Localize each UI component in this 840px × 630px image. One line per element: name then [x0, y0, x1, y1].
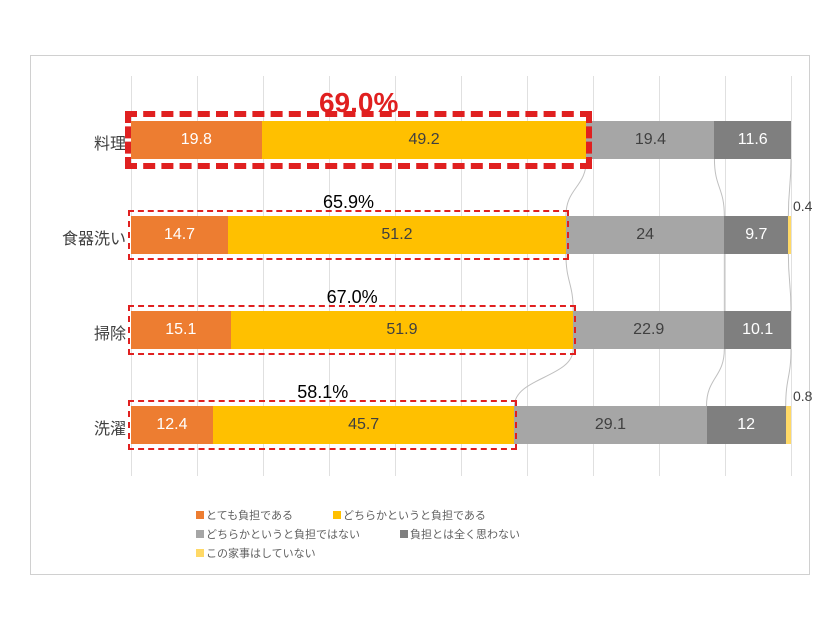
bar-segment: 45.7 [213, 406, 515, 444]
gridline [791, 76, 792, 476]
legend-item: 負担とは全く思わない [400, 526, 520, 542]
chart-area: 19.849.219.411.669.0%14.751.2249.765.9%0… [46, 76, 794, 496]
legend-item: とても負担である [196, 507, 293, 523]
legend-swatch [196, 511, 204, 519]
sum-label: 58.1% [297, 382, 348, 403]
sum-label: 69.0% [319, 87, 398, 119]
bar-segment: 29.1 [514, 406, 706, 444]
sum-label: 67.0% [327, 287, 378, 308]
outside-value-label: 0.8 [793, 388, 812, 404]
bar-segment: 22.9 [573, 311, 724, 349]
bar-segment: 11.6 [714, 121, 791, 159]
bar-segment: 14.7 [131, 216, 228, 254]
legend-label: とても負担である [206, 507, 293, 523]
legend-swatch [196, 549, 204, 557]
legend-swatch [333, 511, 341, 519]
bar-segment [788, 216, 791, 254]
bar-segment: 12.4 [131, 406, 213, 444]
legend-item: どちらかというと負担である [333, 507, 486, 523]
legend-label: 負担とは全く思わない [410, 526, 520, 542]
bar-segment: 19.4 [586, 121, 714, 159]
legend: とても負担である どちらかというと負担であるどちらかというと負担ではない 負担とは全… [196, 507, 736, 564]
legend-swatch [400, 530, 408, 538]
category-label: 食器洗い [46, 225, 126, 249]
bar-row: 15.151.922.910.167.0% [131, 311, 789, 349]
chart-container: 19.849.219.411.669.0%14.751.2249.765.9%0… [30, 55, 810, 575]
bar-segment: 49.2 [262, 121, 587, 159]
bar-segment: 12 [707, 406, 786, 444]
bar-row: 14.751.2249.765.9%0.4 [131, 216, 789, 254]
outside-value-label: 0.4 [793, 198, 812, 214]
legend-label: どちらかというと負担である [343, 507, 486, 523]
category-label: 掃除 [46, 320, 126, 344]
legend-label: この家事はしていない [206, 545, 316, 561]
bar-segment: 19.8 [131, 121, 262, 159]
bar-segment: 9.7 [724, 216, 788, 254]
legend-swatch [196, 530, 204, 538]
bar-segment: 51.9 [231, 311, 574, 349]
legend-item: どちらかというと負担ではない [196, 526, 360, 542]
legend-label: どちらかというと負担ではない [206, 526, 360, 542]
bar-segment: 15.1 [131, 311, 231, 349]
plot-area: 19.849.219.411.669.0%14.751.2249.765.9%0… [131, 76, 789, 476]
category-label: 洗濯 [46, 415, 126, 439]
bar-segment: 51.2 [228, 216, 566, 254]
sum-label: 65.9% [323, 192, 374, 213]
bar-segment: 10.1 [724, 311, 791, 349]
bar-segment: 24 [566, 216, 724, 254]
legend-item: この家事はしていない [196, 545, 316, 561]
bar-row: 19.849.219.411.669.0% [131, 121, 789, 159]
bar-segment [786, 406, 791, 444]
bar-row: 12.445.729.11258.1%0.8 [131, 406, 789, 444]
category-label: 料理 [46, 130, 126, 154]
